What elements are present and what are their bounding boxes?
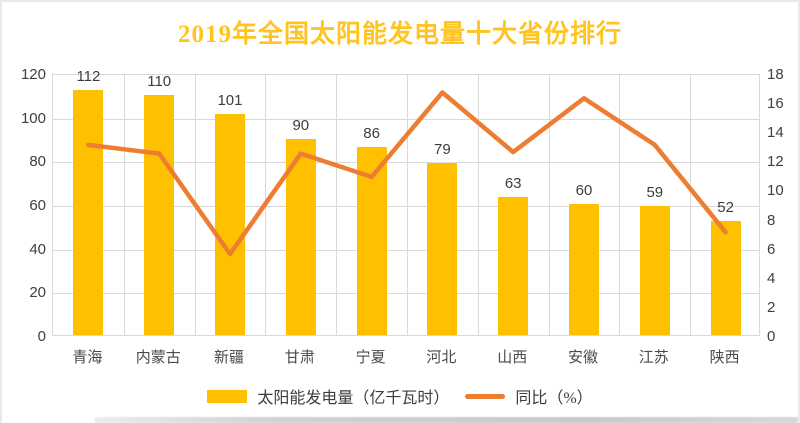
gridline-v [548,75,550,335]
bar-data-label: 90 [292,116,310,134]
bottom-shadow [94,417,798,423]
gridline-v [336,75,338,335]
gridline-v [619,75,621,335]
left-axis-tick: 120 [20,66,46,83]
x-axis-label: 青海 [72,350,103,366]
gridline-v [690,75,692,335]
bar-data-label: 86 [363,125,380,143]
x-axis-label: 内蒙古 [135,350,181,366]
bar [427,162,458,335]
bar [639,206,670,335]
bar-column: 112 [53,68,124,335]
legend-line-label: 同比（%） [515,390,593,407]
left-axis-tick: 60 [29,197,46,214]
x-axis-label: 安徽 [567,350,598,366]
bar-data-label: 59 [646,184,664,202]
line-series [86,90,728,257]
bar-column: 63 [478,73,549,335]
gridline-v [477,75,479,335]
right-axis-tick: 18 [767,66,784,83]
x-axis-label: 宁夏 [355,350,386,366]
gridline-h [53,206,759,207]
bar-column: 60 [549,73,620,335]
bar-data-label: 79 [434,140,451,158]
gridline-h [53,118,759,120]
right-axis-tick: 4 [767,269,776,287]
bar-column: 59 [619,73,690,335]
x-axis-label: 新疆 [213,350,244,366]
bar-column: 101 [195,73,266,335]
bar [144,94,175,335]
gridline-h [53,249,759,251]
right-axis-tick: 16 [767,95,784,113]
left-axis-tick: 0 [37,328,46,345]
legend-bar-label: 太阳能发电量（亿千瓦时） [257,390,450,407]
bar-data-label: 52 [717,199,734,217]
x-axis-label: 江苏 [638,350,669,366]
gridline-h [53,162,759,164]
chart-title: 2019年全国太阳能发电量十大省份排行 [177,21,622,48]
right-axis-tick: 6 [767,240,776,258]
x-axis-label: 山西 [497,350,528,366]
gridline-v [407,75,408,335]
gridline-h [53,293,759,295]
right-axis-tick: 2 [767,298,776,316]
bar [498,197,529,335]
right-axis-tick: 8 [767,211,776,229]
legend-line-swatch-icon [465,393,506,399]
bar-column: 52 [690,73,761,335]
bar [73,90,104,335]
bar-data-label: 101 [217,92,243,110]
line-path [86,90,728,257]
left-axis-tick: 40 [29,240,46,258]
bar [568,204,599,335]
right-axis-tick: 0 [767,328,776,345]
bar-data-label: 63 [504,175,522,193]
left-axis-tick: 80 [29,153,46,171]
bar-data-label: 60 [575,182,593,199]
right-axis-tick: 10 [767,182,784,200]
legend-bar-swatch-icon [207,389,248,403]
bar [710,221,741,335]
gridline-v [123,75,125,335]
x-axis-label: 陕西 [709,350,740,366]
bar-data-label: 112 [76,68,101,86]
x-axis-label: 河北 [426,350,457,366]
bar [214,114,245,335]
right-axis-tick: 12 [767,153,784,171]
left-axis-tick: 20 [29,284,46,302]
bar-column: 79 [407,73,478,335]
x-axis-label: 甘肃 [284,350,315,366]
bar-data-label: 110 [147,72,172,90]
left-axis-tick: 100 [20,109,46,127]
right-axis-tick: 14 [767,124,784,142]
bar-column: 110 [124,73,195,335]
plot-area: 112 110 101 90 86 79 63 60 59 52 [52,68,761,336]
legend: 太阳能发电量（亿千瓦时） 同比（%） [2,384,798,408]
